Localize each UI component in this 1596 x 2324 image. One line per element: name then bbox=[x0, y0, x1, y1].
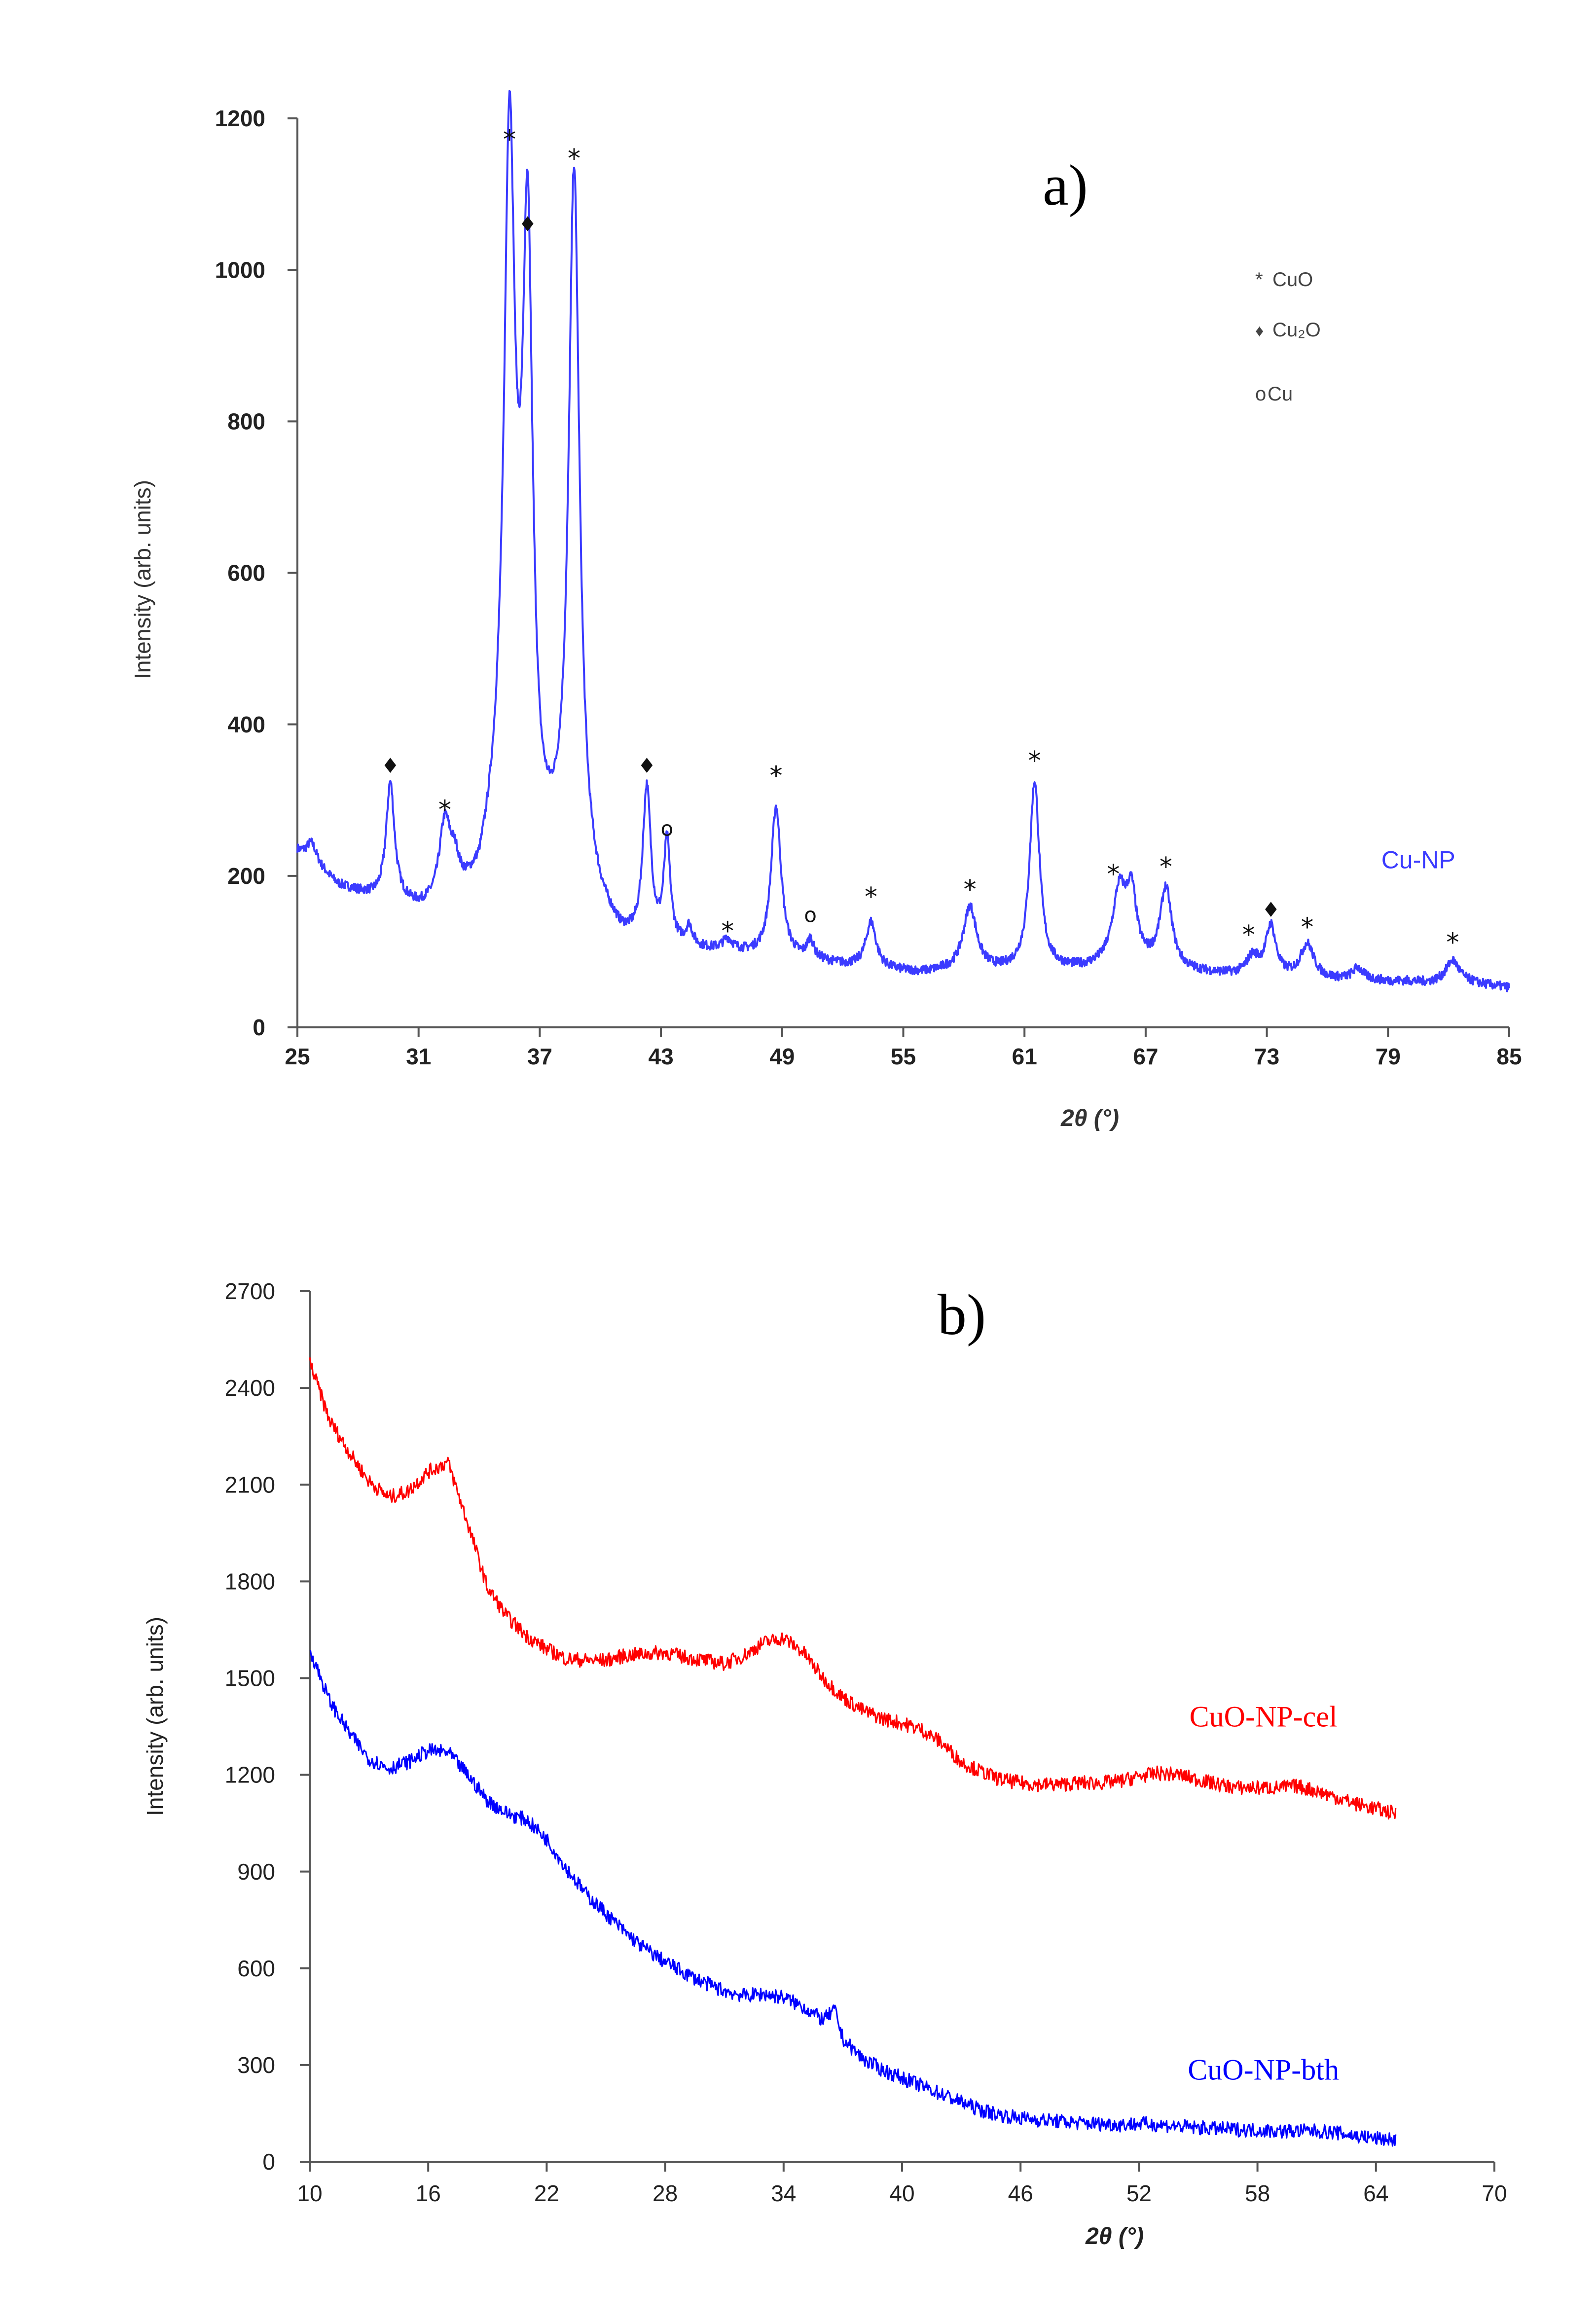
legend-label-cu2o: Cu₂O bbox=[1272, 319, 1321, 341]
x-tick-label: 49 bbox=[769, 1044, 795, 1069]
x-tick-label: 31 bbox=[406, 1044, 431, 1069]
x-tick-label: 79 bbox=[1376, 1044, 1401, 1069]
y-tick-label: 1800 bbox=[225, 1568, 275, 1594]
peak-marker: * bbox=[503, 125, 516, 154]
series-label-cu-np: Cu-NP bbox=[1381, 846, 1455, 873]
y-tick-label: 2700 bbox=[225, 1278, 275, 1304]
panel-a-plot-area: 25 31 37 43 49 55 61 67 73 79 85 0 200 400 600 800 1000 1… bbox=[215, 90, 1522, 1069]
peak-marker: * bbox=[721, 916, 734, 946]
x-tick-label: 22 bbox=[534, 2180, 559, 2206]
y-tick-label: 0 bbox=[262, 2149, 275, 2175]
y-tick-label: 900 bbox=[237, 1859, 275, 1885]
panel-b-xlabel: 2θ (°) bbox=[1085, 2223, 1144, 2250]
peak-marker: * bbox=[1301, 913, 1314, 943]
x-tick-label: 46 bbox=[1008, 2180, 1033, 2206]
x-tick-label: 40 bbox=[889, 2180, 914, 2206]
x-tick-label: 55 bbox=[891, 1044, 916, 1069]
x-tick-label: 67 bbox=[1133, 1044, 1158, 1069]
x-tick-label: 52 bbox=[1126, 2180, 1152, 2206]
peak-marker: ♦ bbox=[381, 754, 400, 778]
y-tick-label: 1000 bbox=[215, 257, 265, 283]
x-tick-label: 85 bbox=[1496, 1044, 1522, 1069]
y-tick-label: 0 bbox=[253, 1015, 265, 1040]
x-tick-label: 64 bbox=[1363, 2180, 1388, 2206]
x-tick-label: 70 bbox=[1482, 2180, 1507, 2206]
y-tick-label: 2400 bbox=[225, 1375, 275, 1401]
x-tick-label: 58 bbox=[1245, 2180, 1270, 2206]
series-label-cuo-np-bth: CuO-NP-bth bbox=[1188, 2053, 1339, 2086]
y-tick-label: 800 bbox=[227, 408, 265, 434]
peak-marker: * bbox=[1107, 860, 1120, 889]
peak-marker: ♦ bbox=[638, 754, 656, 778]
x-tick-label: 16 bbox=[416, 2180, 441, 2206]
x-tick-label: 73 bbox=[1254, 1044, 1279, 1069]
y-tick-label: 600 bbox=[227, 560, 265, 586]
y-tick-label: 200 bbox=[227, 863, 265, 889]
peak-marker: o bbox=[661, 817, 674, 841]
legend-symbol-cu: o bbox=[1255, 383, 1266, 405]
panel-a: a) * CuO ♦ Cu₂O o Cu Intensity (arb. uni… bbox=[130, 90, 1522, 1131]
peak-marker: * bbox=[1446, 928, 1459, 957]
y-tick-label: 1200 bbox=[215, 106, 265, 131]
legend-symbol-cu2o: ♦ bbox=[1255, 322, 1264, 340]
panel-b-ylabel: Intensity (arb. units) bbox=[142, 1617, 168, 1816]
x-tick-label: 37 bbox=[527, 1044, 552, 1069]
peak-marker: * bbox=[1242, 920, 1255, 950]
panel-a-legend: * CuO ♦ Cu₂O o Cu bbox=[1255, 269, 1321, 405]
panel-b: b) Intensity (arb. units) 2θ (°) 10 16 22 2… bbox=[142, 1278, 1507, 2250]
x-tick-label: 10 bbox=[297, 2180, 322, 2206]
peak-marker: * bbox=[770, 761, 783, 791]
x-tick-label: 61 bbox=[1012, 1044, 1037, 1069]
peak-marker: * bbox=[1028, 746, 1041, 776]
x-tick-label: 28 bbox=[653, 2180, 678, 2206]
series-line-cuo-np-cel bbox=[309, 1357, 1397, 1820]
panel-a-ylabel: Intensity (arb. units) bbox=[130, 480, 155, 679]
y-tick-label: 1500 bbox=[225, 1666, 275, 1691]
series-line-cuo-np-bth bbox=[309, 1649, 1397, 2147]
peak-marker: * bbox=[438, 796, 451, 825]
panel-a-label: a) bbox=[1043, 153, 1088, 218]
series-line-cu-np bbox=[296, 90, 1510, 992]
peak-marker: * bbox=[568, 144, 580, 174]
peak-marker: * bbox=[1160, 852, 1172, 882]
peak-marker: o bbox=[804, 903, 817, 927]
legend-symbol-cuo: * bbox=[1255, 269, 1263, 290]
panel-b-label: b) bbox=[938, 1282, 986, 1347]
x-tick-label: 34 bbox=[771, 2180, 796, 2206]
y-tick-label: 300 bbox=[237, 2052, 275, 2078]
y-tick-label: 400 bbox=[227, 712, 265, 737]
y-tick-label: 2100 bbox=[225, 1472, 275, 1497]
peak-marker: * bbox=[865, 882, 877, 912]
x-tick-label: 43 bbox=[649, 1044, 674, 1069]
y-tick-label: 600 bbox=[237, 1956, 275, 1981]
legend-label-cu: Cu bbox=[1268, 383, 1293, 405]
panel-a-xlabel: 2θ (°) bbox=[1060, 1105, 1119, 1131]
y-tick-label: 1200 bbox=[225, 1762, 275, 1788]
peak-marker: ♦ bbox=[1262, 898, 1280, 922]
peak-marker: * bbox=[964, 875, 977, 905]
peak-marker: ♦ bbox=[518, 212, 537, 236]
legend-label-cuo: CuO bbox=[1272, 269, 1313, 290]
series-label-cuo-np-cel: CuO-NP-cel bbox=[1190, 1701, 1338, 1733]
panel-b-plot-area: 10 16 22 28 34 40 46 52 58 64 70 0 300 600 900 1200 1500… bbox=[225, 1278, 1507, 2206]
x-tick-label: 25 bbox=[285, 1044, 310, 1069]
